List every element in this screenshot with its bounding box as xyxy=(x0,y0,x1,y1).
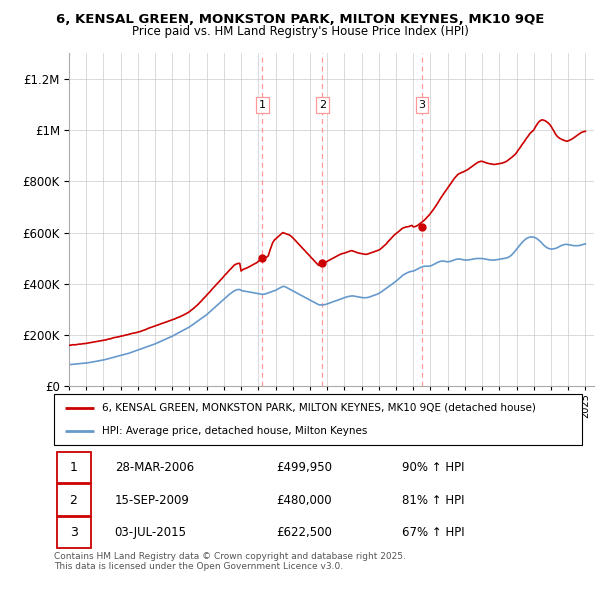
Text: 81% ↑ HPI: 81% ↑ HPI xyxy=(403,493,465,507)
Text: 28-MAR-2006: 28-MAR-2006 xyxy=(115,461,194,474)
Text: 90% ↑ HPI: 90% ↑ HPI xyxy=(403,461,465,474)
Text: £480,000: £480,000 xyxy=(276,493,331,507)
Text: 67% ↑ HPI: 67% ↑ HPI xyxy=(403,526,465,539)
Text: £499,950: £499,950 xyxy=(276,461,332,474)
Text: HPI: Average price, detached house, Milton Keynes: HPI: Average price, detached house, Milt… xyxy=(101,427,367,437)
Text: 6, KENSAL GREEN, MONKSTON PARK, MILTON KEYNES, MK10 9QE (detached house): 6, KENSAL GREEN, MONKSTON PARK, MILTON K… xyxy=(101,402,535,412)
Text: 3: 3 xyxy=(418,100,425,110)
Text: 3: 3 xyxy=(70,526,77,539)
Text: 1: 1 xyxy=(259,100,266,110)
Text: 15-SEP-2009: 15-SEP-2009 xyxy=(115,493,190,507)
Text: £622,500: £622,500 xyxy=(276,526,332,539)
Text: Contains HM Land Registry data © Crown copyright and database right 2025.
This d: Contains HM Land Registry data © Crown c… xyxy=(54,552,406,571)
Text: 03-JUL-2015: 03-JUL-2015 xyxy=(115,526,187,539)
Text: 2: 2 xyxy=(319,100,326,110)
Text: 2: 2 xyxy=(70,493,77,507)
Bar xyxy=(56,517,91,548)
Bar xyxy=(56,484,91,516)
Text: 1: 1 xyxy=(70,461,77,474)
Text: Price paid vs. HM Land Registry's House Price Index (HPI): Price paid vs. HM Land Registry's House … xyxy=(131,25,469,38)
Text: 6, KENSAL GREEN, MONKSTON PARK, MILTON KEYNES, MK10 9QE: 6, KENSAL GREEN, MONKSTON PARK, MILTON K… xyxy=(56,13,544,26)
Bar xyxy=(56,453,91,483)
